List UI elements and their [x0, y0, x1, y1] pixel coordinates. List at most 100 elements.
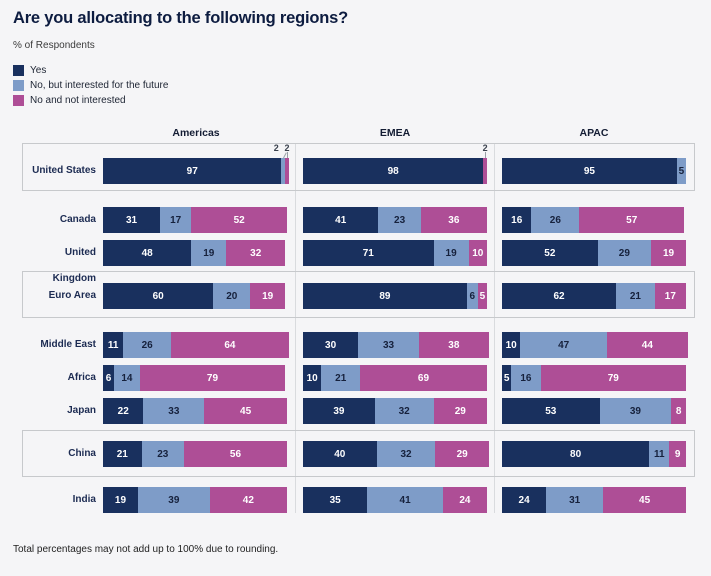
- stacked-bar-middle-east-apac: 10 47 44: [502, 332, 688, 358]
- bar-segment-yes: 52: [502, 240, 598, 266]
- bar-segment-yes: 53: [502, 398, 600, 424]
- bar-segment-yes: 6: [103, 365, 115, 391]
- highlight-box-china: [22, 430, 695, 477]
- bar-segment-no: 21: [616, 283, 655, 309]
- bar-segment-no-and-not-interested: 79: [139, 365, 286, 391]
- bar-value: 29: [456, 448, 468, 460]
- bar-value: 32: [250, 247, 262, 259]
- bar-segment-no: [281, 158, 286, 184]
- bar-segment-no-and-not-interested: 52: [191, 207, 287, 233]
- stacked-bar-united-kingdom-emea: 71 19 10: [303, 240, 487, 266]
- legend-item-no-interested: No, but interested for the future: [13, 78, 168, 92]
- bar-value: 5: [503, 372, 510, 384]
- bar-value: 23: [157, 448, 169, 460]
- bar-segment-no: 11: [649, 441, 670, 467]
- bar-segment-no: 39: [137, 487, 210, 513]
- bar-segment-no-and-not-interested: 8: [671, 398, 686, 424]
- bar-value: 17: [170, 214, 182, 226]
- bar-value: 40: [334, 448, 346, 460]
- row-label-middle-east: Middle East: [40, 339, 96, 350]
- bar-segment-no-and-not-interested: 5: [477, 283, 487, 309]
- bar-segment-no: 6: [466, 283, 478, 309]
- stacked-bar-china-apac: 80 11 9: [502, 441, 686, 467]
- bar-segment-no-and-not-interested: 79: [540, 365, 686, 391]
- bar-value: 44: [641, 339, 653, 351]
- bar-segment-no-and-not-interested: 64: [171, 332, 289, 358]
- bar-segment-yes: 21: [103, 441, 142, 467]
- bar-segment-yes: 71: [303, 240, 434, 266]
- bar-value: 57: [626, 214, 638, 226]
- row-label-japan: Japan: [67, 405, 96, 416]
- legend-item-not-interested: No and not interested: [13, 93, 168, 107]
- bar-segment-no: 19: [433, 240, 469, 266]
- stacked-bar-china-americas: 21 23 56: [103, 441, 287, 467]
- column-divider: [295, 143, 296, 513]
- bar-value: 41: [399, 494, 411, 506]
- stacked-bar-euro-area-emea: 89 6 5: [303, 283, 487, 309]
- stacked-bar-africa-americas: 6 14 79: [103, 365, 286, 391]
- bar-segment-no: 23: [141, 441, 184, 467]
- bar-value: 30: [325, 339, 337, 351]
- legend-label: No and not interested: [30, 94, 126, 106]
- bar-value-callout: 2: [284, 143, 290, 153]
- stacked-bar-canada-apac: 16 26 57: [502, 207, 685, 233]
- bar-segment-no: 39: [599, 398, 672, 424]
- bar-value: 60: [152, 290, 164, 302]
- bar-value: 33: [382, 339, 395, 351]
- stacked-bar-euro-area-americas: 60 20 19: [103, 283, 286, 309]
- bar-value: 9: [674, 448, 681, 460]
- bar-segment-no-and-not-interested: 19: [250, 283, 286, 309]
- bar-segment-no-and-not-interested: 57: [579, 207, 685, 233]
- column-header-emea: EMEA: [379, 127, 411, 139]
- bar-segment-yes: 62: [502, 283, 617, 309]
- bar-value: 22: [117, 405, 129, 417]
- row-label-africa: Africa: [67, 372, 96, 383]
- bar-value: 11: [654, 448, 665, 460]
- bar-segment-no-and-not-interested: 42: [209, 487, 287, 513]
- stacked-bar-united-kingdom-apac: 52 29 19: [502, 240, 686, 266]
- bar-value: 19: [262, 290, 274, 302]
- highlight-box-euro-area: [22, 271, 695, 318]
- stacked-bar-united-kingdom-americas: 48 19 32: [103, 240, 286, 266]
- legend-item-yes: Yes: [13, 63, 168, 77]
- column-divider: [494, 143, 495, 513]
- stacked-bar-india-americas: 19 39 42: [103, 487, 287, 513]
- bar-value: 52: [544, 247, 556, 259]
- bar-segment-no: 41: [367, 487, 443, 513]
- bar-value: 80: [570, 448, 582, 460]
- bar-segment-yes: 22: [103, 398, 144, 424]
- stacked-bar-middle-east-emea: 30 33 38: [303, 332, 489, 358]
- bar-value: 79: [607, 372, 619, 384]
- row-label-united-kingdom: United Kingdom: [52, 247, 96, 284]
- bar-segment-no: 17: [160, 207, 192, 233]
- column-header-americas: Americas: [172, 127, 220, 139]
- bar-segment-yes: 80: [502, 441, 650, 467]
- bar-segment-yes: 5: [502, 365, 512, 391]
- bar-segment-no: 20: [213, 283, 251, 309]
- bar-segment-no: 16: [511, 365, 541, 391]
- bar-segment-no-and-not-interested: 45: [204, 398, 287, 424]
- bar-segment-yes: 97: [103, 158, 282, 184]
- row-label-china: China: [68, 448, 96, 459]
- bar-value: 53: [545, 405, 557, 417]
- bar-segment-no: 5: [676, 158, 686, 184]
- stacked-bar-euro-area-apac: 62 21 17: [502, 283, 686, 309]
- bar-segment-no-and-not-interested: 29: [435, 441, 489, 467]
- bar-value: 21: [116, 448, 128, 460]
- page-title: Are you allocating to the following regi…: [13, 9, 348, 27]
- bar-segment-no-and-not-interested: [483, 158, 487, 184]
- bar-value: 48: [141, 247, 153, 259]
- bar-segment-yes: 41: [303, 207, 379, 233]
- bar-segment-yes: 39: [303, 398, 375, 424]
- bar-value: 8: [675, 405, 682, 417]
- bar-value: 23: [394, 214, 406, 226]
- stacked-bar-united-states-apac: 95 5: [502, 158, 686, 184]
- stacked-bar-japan-emea: 39 32 29: [303, 398, 487, 424]
- bar-segment-no: 21: [321, 365, 361, 391]
- bar-segment-no: 19: [191, 240, 227, 266]
- bar-segment-no-and-not-interested: 38: [418, 332, 489, 358]
- bar-segment-yes: 30: [303, 332, 359, 358]
- bar-value: 47: [558, 339, 570, 351]
- bar-value: 21: [335, 372, 347, 384]
- stacked-bar-middle-east-americas: 11 26 64: [103, 332, 289, 358]
